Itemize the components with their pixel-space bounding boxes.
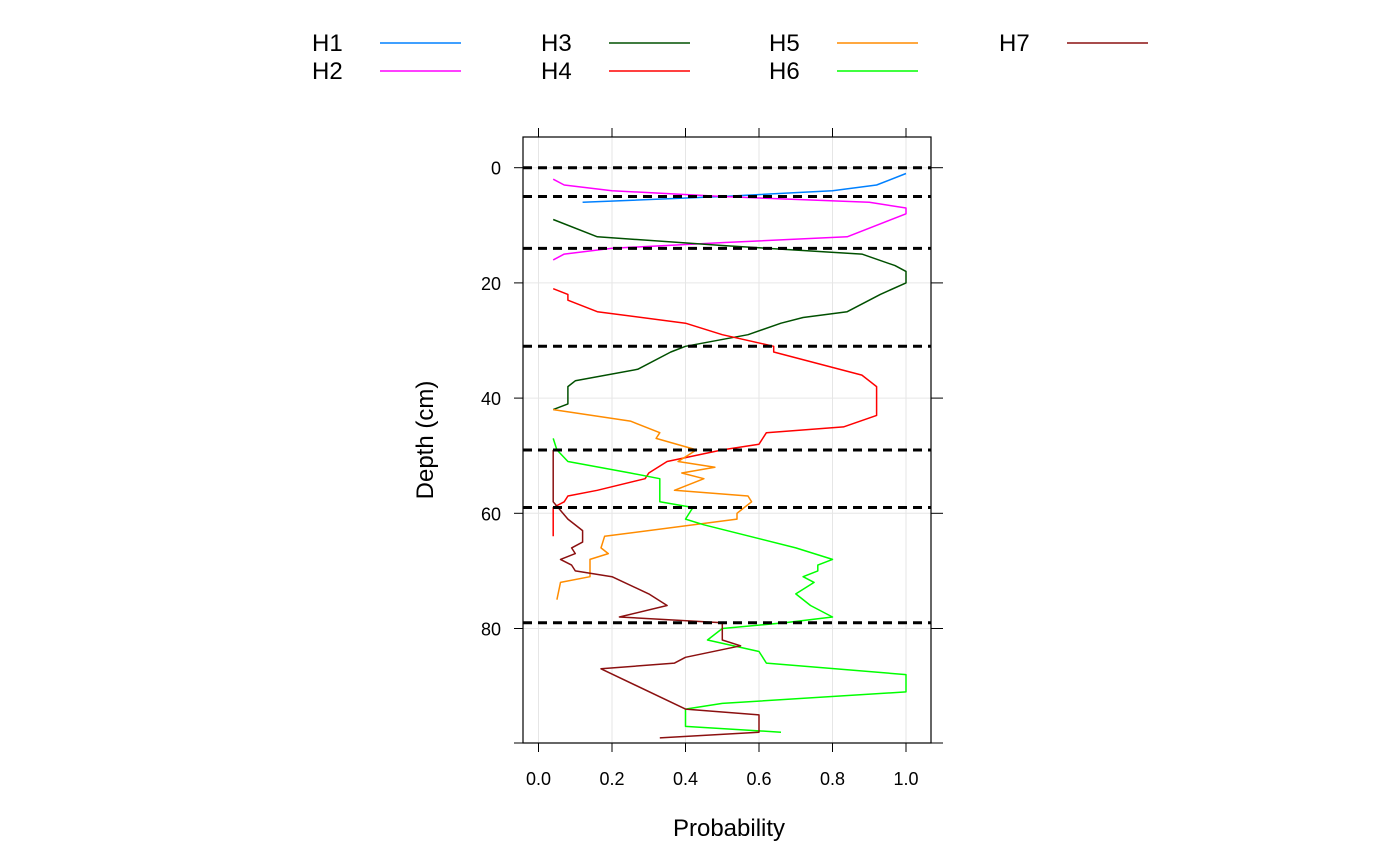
series-line-h4 (552, 288, 878, 537)
x-axis-label: Probability (673, 815, 785, 842)
x-tick-label: 1.0 (893, 769, 918, 789)
x-tick-label: 0.6 (746, 769, 771, 789)
series-line-h1 (582, 172, 907, 204)
plot-frame (522, 136, 932, 744)
y-tick-label: 60 (481, 504, 501, 524)
y-tick-label: 20 (481, 274, 501, 294)
boundary-lines (523, 166, 931, 625)
legend-label-h2: H2 (312, 58, 343, 85)
x-tick-label: 0.8 (820, 769, 845, 789)
series-lines (552, 172, 907, 739)
y-axis-label: Depth (cm) (412, 381, 439, 500)
legend-label-h4: H4 (541, 58, 572, 85)
legend-label-h6: H6 (769, 58, 800, 85)
y-tick-label: 40 (481, 389, 501, 409)
y-tick-label: 0 (491, 159, 501, 179)
series-line-h6 (552, 438, 907, 733)
legend-label-h5: H5 (769, 30, 800, 57)
series-line-h7 (552, 449, 760, 739)
legend-label-h7: H7 (999, 30, 1030, 57)
x-tick-label: 0.0 (526, 769, 551, 789)
axes: 0.0 0.2 0.4 0.6 0.8 1.0 0 20 40 60 80 (481, 128, 943, 789)
x-tick-label: 0.2 (599, 769, 624, 789)
series-line-h5 (553, 408, 753, 600)
legend-label-h1: H1 (312, 30, 343, 57)
legend-label-h3: H3 (541, 30, 572, 57)
x-tick-label: 0.4 (673, 769, 698, 789)
y-tick-label: 80 (481, 620, 501, 640)
series-line-h3 (552, 218, 907, 411)
